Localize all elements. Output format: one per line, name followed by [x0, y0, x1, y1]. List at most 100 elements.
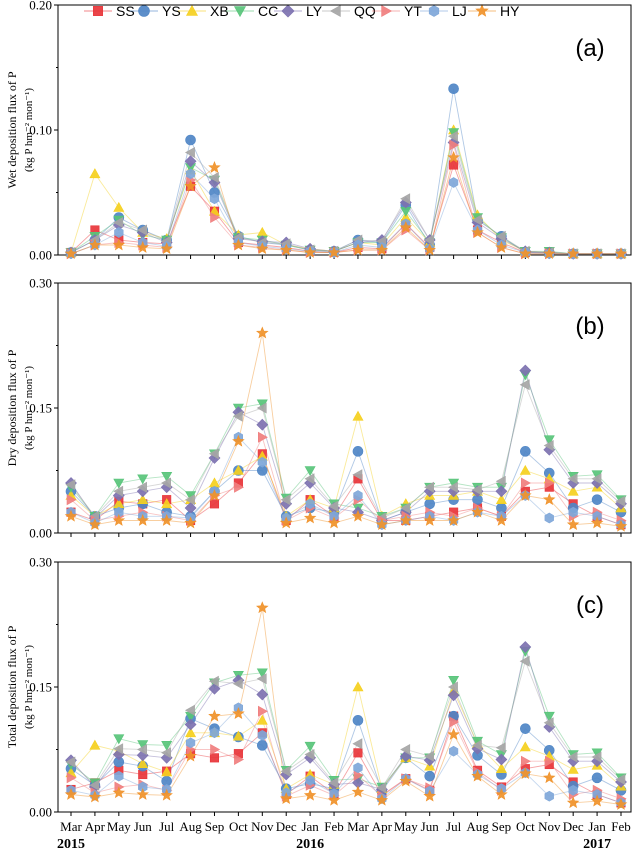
data-point-qq	[161, 477, 171, 489]
data-point-qq	[543, 717, 554, 729]
data-point-qq	[424, 481, 435, 493]
data-point-hy	[447, 728, 460, 740]
data-point-lj	[185, 737, 196, 749]
data-point-hy	[112, 786, 126, 799]
legend-item-yt: YT	[372, 3, 422, 19]
panel-label: (c)	[576, 592, 604, 619]
data-point-yt	[210, 743, 221, 756]
data-point-qq	[304, 473, 315, 485]
data-point-hy	[88, 238, 102, 251]
data-point-qq	[137, 224, 147, 236]
legend-item-cc: CC	[226, 3, 278, 19]
data-point-qq	[113, 485, 124, 497]
data-point-ly	[495, 485, 508, 498]
data-point-qq	[256, 673, 267, 685]
y-tick-label: 0.15	[29, 401, 52, 416]
data-point-qq	[184, 494, 195, 506]
data-point-hy	[375, 518, 389, 530]
panels: 0.00 0.10 0.20 Wet deposition flux of P (kg …	[5, 0, 632, 820]
data-point-cc	[304, 466, 316, 477]
data-point-hy	[232, 434, 245, 447]
data-point-ys	[352, 446, 364, 457]
data-point-ss	[209, 753, 220, 763]
data-point-hy	[208, 488, 221, 501]
data-point-hy	[471, 505, 484, 518]
data-point-lj	[305, 774, 315, 786]
data-point-qq	[400, 193, 411, 205]
data-point-hy	[519, 767, 532, 779]
y-tick-label: 0.00	[29, 526, 52, 541]
data-point-lj	[305, 498, 315, 510]
data-point-lj	[353, 490, 363, 501]
data-point-hy	[375, 243, 389, 256]
data-point-xb	[113, 201, 125, 212]
y-tick-label: 0.00	[29, 805, 52, 820]
series-markers-qq	[65, 655, 626, 794]
data-point-lj	[568, 784, 578, 796]
data-point-qq	[113, 743, 124, 755]
panel-c: 0.00 0.15 0.30 Total deposition flux of P (k…	[5, 555, 632, 820]
legend-marker-qq	[329, 4, 341, 18]
data-point-qq	[567, 473, 578, 485]
data-point-qq	[256, 402, 267, 414]
data-point-yt	[210, 211, 221, 224]
y-axis-unit: (kg P hm⁻² mon⁻¹)	[23, 88, 35, 172]
data-point-lj	[448, 745, 459, 757]
data-point-hy	[256, 242, 269, 255]
data-point-qq	[113, 216, 124, 229]
data-point-yt	[257, 431, 268, 443]
x-tick-label: Jan	[588, 819, 606, 834]
series-markers-hy	[64, 326, 628, 532]
legend-label-ly: LY	[306, 3, 323, 19]
y-axis-label: Total deposition flux of P	[5, 625, 19, 748]
data-point-lj	[114, 770, 124, 782]
data-point-qq	[137, 481, 147, 493]
data-point-cc	[543, 711, 555, 722]
data-point-ly	[184, 155, 197, 168]
x-tick-label: Sep	[205, 819, 225, 834]
data-point-qq	[615, 773, 626, 786]
legend: SS YS XB CC LY QQ YT LJ HY	[84, 3, 520, 19]
data-point-yt	[449, 139, 460, 151]
x-tick-label: Sep	[492, 819, 512, 834]
data-point-qq	[543, 439, 554, 452]
data-point-qq	[400, 502, 411, 514]
data-point-qq	[328, 777, 339, 789]
data-point-qq	[208, 675, 219, 687]
panel-frame	[57, 4, 632, 256]
data-point-lj	[257, 729, 267, 741]
data-point-hy	[136, 240, 149, 253]
x-tick-label: Jun	[134, 819, 153, 834]
data-point-ys	[257, 740, 268, 751]
x-tick-label: Nov	[251, 819, 274, 834]
data-point-qq	[615, 495, 626, 507]
data-point-hy	[279, 516, 293, 529]
series-markers-ys	[65, 83, 627, 260]
data-point-qq	[352, 469, 363, 481]
y-tick-label: 0.20	[29, 0, 52, 13]
data-point-qq	[591, 751, 602, 763]
data-point-hy	[184, 749, 197, 762]
data-point-hy	[303, 245, 317, 258]
data-point-qq	[447, 130, 458, 142]
legend-item-ys: YS	[130, 3, 181, 19]
data-point-xb	[89, 168, 101, 179]
data-point-hy	[423, 514, 436, 526]
data-point-hy	[519, 247, 532, 260]
data-point-hy	[399, 221, 413, 233]
data-point-yt	[449, 716, 460, 728]
year-label: 2015	[57, 837, 85, 850]
data-point-ly	[495, 753, 508, 766]
y-axis-unit: (kg P hm⁻² mon⁻¹)	[23, 645, 35, 729]
data-point-qq	[567, 751, 578, 763]
data-point-xb	[567, 485, 579, 496]
data-point-lj	[568, 506, 578, 518]
data-point-hy	[184, 179, 197, 192]
series-markers-ss	[66, 711, 626, 808]
data-point-qq	[328, 500, 339, 512]
data-point-cc	[137, 474, 149, 485]
data-point-hy	[112, 238, 126, 251]
data-point-hy	[495, 240, 508, 253]
data-point-hy	[160, 513, 173, 526]
